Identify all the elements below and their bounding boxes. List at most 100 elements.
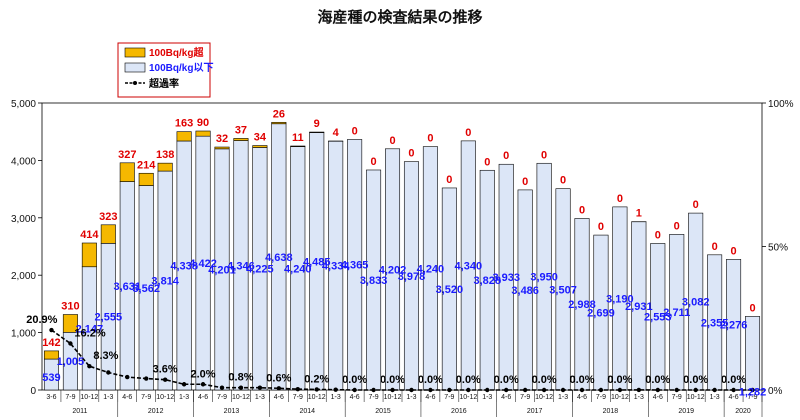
x-tick-label: 7-9 [520, 394, 530, 401]
above-value-label: 0 [484, 156, 490, 168]
x-tick-label: 1-3 [255, 394, 265, 401]
rate-value-label: 0.2% [304, 373, 329, 385]
rate-value-label: 0.6% [266, 372, 291, 384]
rate-value-label: 0.0% [418, 374, 443, 386]
below-value-label: 539 [42, 372, 60, 384]
below-value-label: 3,814 [151, 276, 179, 288]
x-tick-label: 7-9 [217, 394, 227, 401]
bar-above [195, 130, 211, 137]
above-value-label: 0 [712, 241, 718, 253]
below-value-label: 4,202 [379, 264, 407, 276]
above-value-label: 0 [560, 175, 566, 187]
x-tick-label: 10-12 [384, 394, 402, 401]
axes: 0 1,000 2,000 3,000 4,000 5,000 0% 50% 100% 3-6 7-… [11, 99, 794, 417]
above-value-label: 0 [693, 199, 699, 211]
rate-point [125, 374, 130, 380]
rate-point [522, 387, 528, 393]
below-value-label: 4,346 [227, 260, 255, 272]
rate-point [276, 386, 282, 391]
x-tick-label: 3-6 [46, 394, 56, 401]
above-value-label: 0 [522, 176, 528, 188]
x-tick-label: 10-12 [611, 394, 629, 401]
above-value-label: 414 [80, 229, 99, 241]
x-tick-label: 7-9 [141, 394, 151, 401]
above-value-label: 34 [254, 132, 267, 144]
above-value-label: 0 [731, 245, 737, 257]
rate-point [485, 387, 490, 393]
legend-marker-rate [133, 81, 137, 85]
below-value-label: 3,631 [113, 281, 141, 293]
bar-above [271, 121, 287, 125]
bar-above [233, 138, 249, 141]
above-value-label: 0 [617, 193, 623, 205]
below-value-label: 4,334 [322, 261, 350, 273]
x-tick-label: 1-3 [103, 394, 113, 401]
above-value-label: 0 [352, 125, 358, 137]
below-value-label: 2,711 [663, 307, 690, 319]
below-value-label: 4,340 [455, 260, 483, 272]
rate-point [598, 387, 604, 393]
below-value-label: 3,933 [492, 272, 520, 284]
bar-above [100, 224, 116, 244]
rate-value-label: 16.2% [74, 328, 105, 340]
above-value-label: 0 [749, 302, 755, 314]
below-value-label: 3,562 [132, 283, 160, 295]
bar-above [157, 162, 173, 172]
rate-value-label: 0.0% [569, 374, 594, 386]
bar-above [81, 242, 97, 268]
rate-value-label: 20.9% [26, 314, 57, 326]
below-value-label: 1,005 [57, 356, 85, 368]
rate-point [447, 387, 452, 393]
above-value-label: 0 [408, 148, 414, 160]
x-tick-label: 10-12 [459, 394, 477, 401]
y-right-tick-label: 50% [768, 243, 788, 254]
rate-point [371, 387, 376, 393]
bar-above [309, 131, 325, 133]
rate-point [560, 387, 566, 393]
x-tick-label: 10-12 [687, 394, 705, 401]
below-value-label: 4,240 [417, 263, 445, 275]
above-value-label: 4 [333, 127, 340, 139]
below-value-label: 2,147 [76, 323, 104, 335]
above-value-label: 0 [674, 220, 680, 232]
rate-value-label: 2.0% [191, 368, 216, 380]
rate-point [257, 385, 263, 390]
x-year-label: 2013 [224, 408, 240, 415]
below-value-label: 2,355 [701, 317, 729, 329]
y-right-tick-label: 100% [768, 99, 794, 110]
legend-label-above: 100Bq/kg超 [149, 46, 204, 59]
rate-point [68, 341, 73, 346]
above-value-label: 327 [118, 149, 136, 161]
rate-value-label: 8.3% [93, 350, 118, 362]
above-value-label: 0 [371, 156, 377, 168]
above-value-label: 9 [314, 118, 320, 130]
x-year-label: 2011 [72, 408, 87, 415]
x-tick-label: 10-12 [80, 394, 98, 401]
y-left-tick-label: 2,000 [11, 271, 36, 282]
above-value-label: 0 [465, 127, 471, 139]
x-tick-label: 1-3 [406, 394, 416, 401]
bar-above [43, 350, 59, 360]
rate-line-path [51, 329, 753, 391]
below-value-label: 4,365 [341, 260, 369, 272]
rate-value-label: 0.0% [683, 374, 708, 386]
rate-point [541, 387, 547, 393]
x-tick-label: 4-6 [501, 394, 511, 401]
above-value-label: 0 [655, 229, 661, 241]
x-tick-label: 4-6 [350, 394, 360, 401]
rate-point [333, 387, 338, 392]
bar-above [290, 145, 306, 147]
rate-point [49, 327, 54, 333]
rate-point [87, 363, 92, 369]
rate-point [200, 382, 206, 387]
rate-point [352, 387, 357, 393]
bar-below [745, 316, 761, 391]
above-value-label: 323 [99, 211, 117, 223]
y-left-tick-label: 0 [30, 386, 36, 397]
below-value-label: 3,190 [606, 293, 634, 305]
x-tick-label: 4-6 [198, 394, 208, 401]
rate-point [181, 382, 187, 387]
below-value-label: 2,699 [587, 308, 615, 320]
rate-value-label: 0.0% [380, 374, 405, 386]
below-value-label: 3,486 [511, 285, 539, 297]
